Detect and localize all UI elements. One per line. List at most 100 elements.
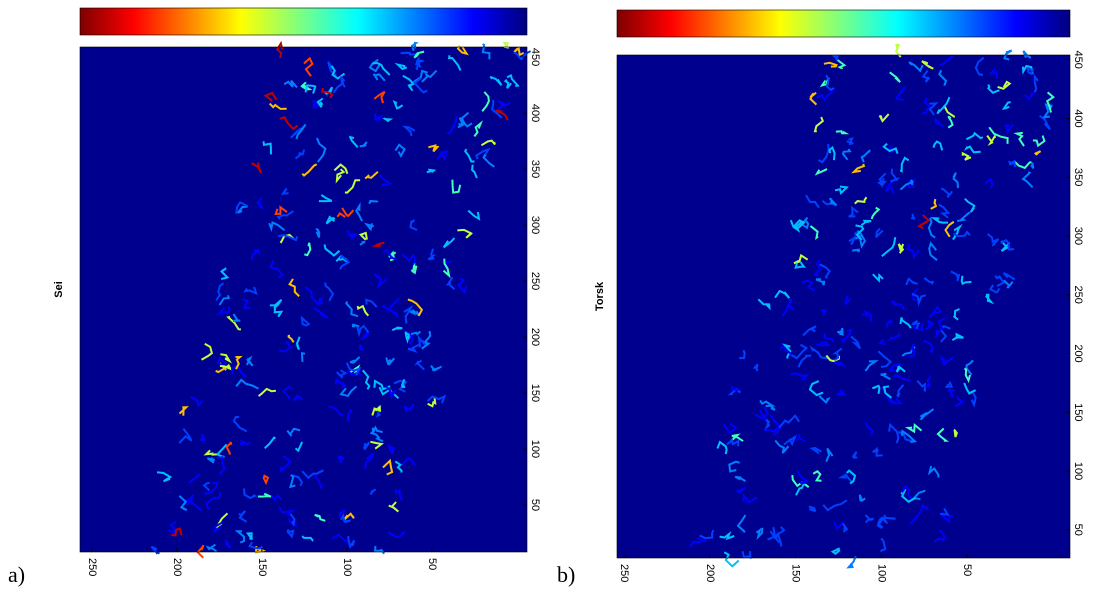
streak <box>337 455 345 464</box>
streak <box>930 198 938 210</box>
streak <box>860 149 871 163</box>
streak <box>921 60 934 70</box>
streak <box>356 324 370 338</box>
panel-label: a) <box>8 562 25 587</box>
streak <box>386 443 395 455</box>
streak <box>371 404 382 416</box>
streak <box>382 458 394 476</box>
streak <box>815 278 826 286</box>
streak <box>203 449 217 456</box>
streak <box>373 379 391 391</box>
streak <box>910 213 916 220</box>
streak <box>928 305 943 319</box>
streak <box>951 332 964 342</box>
streak <box>730 433 744 442</box>
streak <box>235 378 259 390</box>
streak <box>940 187 953 198</box>
streak <box>404 331 410 344</box>
streak <box>349 356 361 364</box>
streak <box>220 267 230 280</box>
streak <box>870 206 881 220</box>
streak <box>808 380 824 397</box>
map-plot <box>80 47 527 552</box>
streak <box>503 79 512 89</box>
streak <box>382 249 398 261</box>
streak <box>196 544 205 559</box>
streak <box>391 326 403 331</box>
streak <box>303 56 314 77</box>
streak <box>778 414 800 429</box>
streak <box>831 54 840 61</box>
streak <box>742 493 759 504</box>
streak <box>156 471 173 483</box>
streak <box>1039 115 1051 131</box>
streak <box>774 531 783 547</box>
streak <box>779 344 793 356</box>
streak <box>795 433 806 443</box>
streak <box>421 69 438 83</box>
streak <box>235 356 243 370</box>
streak <box>878 339 886 346</box>
streak <box>339 385 358 398</box>
streak <box>930 217 948 224</box>
streak <box>841 328 853 343</box>
streak <box>358 344 365 352</box>
x-tick-label: 200 <box>171 558 183 576</box>
streak <box>304 286 324 306</box>
streak <box>428 144 440 153</box>
streak <box>955 396 964 407</box>
streak <box>316 97 324 108</box>
streak <box>952 172 959 189</box>
streak <box>328 405 344 416</box>
streak <box>407 309 421 317</box>
streak <box>736 486 746 494</box>
streak <box>987 233 1000 247</box>
streak <box>294 441 304 453</box>
streak <box>808 505 817 513</box>
streak <box>351 323 360 328</box>
streak <box>1003 49 1013 61</box>
streak <box>426 168 437 174</box>
streak <box>341 207 355 218</box>
streak <box>403 403 415 413</box>
streak <box>246 532 253 541</box>
streak <box>251 162 263 174</box>
streak <box>314 513 326 522</box>
streak <box>291 474 304 487</box>
streak <box>410 41 419 52</box>
streak <box>822 499 848 512</box>
streak <box>860 219 872 227</box>
streak <box>417 334 426 348</box>
streak <box>921 69 931 83</box>
streak <box>238 510 248 523</box>
streak <box>188 473 201 484</box>
streak <box>825 74 835 91</box>
streak <box>910 319 921 330</box>
streak <box>953 230 971 238</box>
streak <box>457 277 468 295</box>
streak <box>344 179 361 194</box>
streak <box>809 345 828 360</box>
y-tick-label: 250 <box>529 272 541 290</box>
streak <box>324 282 335 302</box>
streak <box>809 91 818 106</box>
x-tick-label: 50 <box>426 558 438 570</box>
streak <box>364 171 379 180</box>
streak <box>199 434 207 442</box>
streak <box>275 40 284 59</box>
streak <box>218 294 231 306</box>
streak <box>723 423 738 435</box>
streak <box>965 131 984 141</box>
y-tick-label: 450 <box>1072 51 1084 69</box>
streak <box>243 488 258 500</box>
streak <box>413 77 428 94</box>
streak <box>348 135 359 148</box>
y-tick-label: 300 <box>1072 227 1084 245</box>
streak <box>985 293 995 305</box>
streak <box>402 74 416 92</box>
streak <box>908 61 924 73</box>
streak <box>315 227 321 238</box>
streak <box>854 196 868 205</box>
streak <box>333 163 349 175</box>
